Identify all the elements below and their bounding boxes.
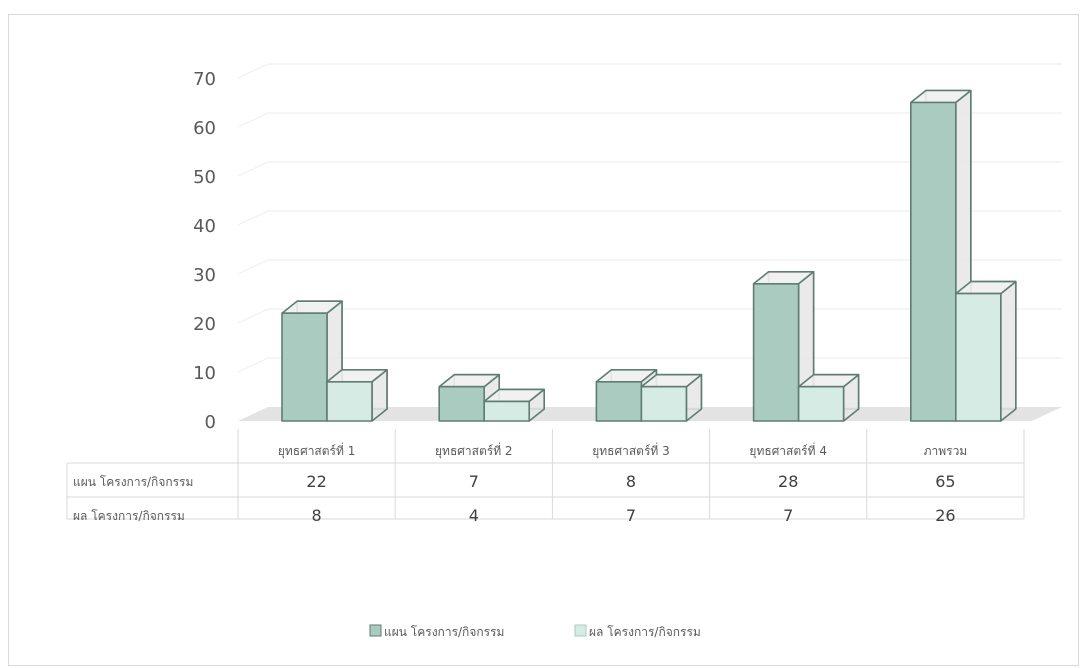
table-row-label: ผล โครงการ/กิจกรรม (73, 509, 185, 523)
table-cell: 4 (469, 506, 479, 525)
y-tick-label: 0 (205, 412, 216, 433)
table-cell: 26 (935, 506, 955, 525)
table-cell: 8 (626, 472, 636, 491)
bar-result (326, 368, 388, 422)
y-tick-label: 70 (193, 69, 216, 90)
gridline-side (237, 210, 269, 226)
gridline-side (237, 259, 269, 275)
bar-result (954, 280, 1017, 422)
y-tick-label: 10 (193, 363, 216, 384)
y-tick-label: 50 (193, 167, 216, 188)
legend-label: ผล โครงการ/กิจกรรม (589, 625, 701, 639)
table-cell: 8 (312, 506, 322, 525)
legend-swatch (574, 624, 587, 637)
y-tick-label: 20 (193, 314, 216, 335)
table-cell: 65 (935, 472, 955, 491)
table-cell: 7 (783, 506, 793, 525)
legend-swatch (369, 624, 382, 637)
gridline-side (237, 308, 269, 324)
category-label: ภาพรวม (924, 444, 968, 458)
y-tick-label: 30 (193, 265, 216, 286)
category-label: ยุทธศาสตร์ที่ 2 (435, 442, 513, 459)
category-label: ยุทธศาสตร์ที่ 4 (749, 442, 827, 459)
gridline-side (237, 357, 269, 373)
y-tick-label: 60 (193, 118, 216, 139)
table-cell: 22 (306, 472, 326, 491)
bar-result (483, 388, 546, 422)
table-cell: 7 (626, 506, 636, 525)
bar-result (797, 373, 860, 422)
bar-plan (909, 89, 972, 422)
legend-label: แผน โครงการ/กิจกรรม (384, 625, 504, 639)
chart-frame (8, 14, 1079, 666)
gridline-side (237, 112, 269, 128)
y-tick-label: 40 (193, 216, 216, 237)
gridline-side (237, 161, 269, 177)
table-row-label: แผน โครงการ/กิจกรรม (73, 475, 193, 489)
category-label: ยุทธศาสตร์ที่ 1 (278, 442, 356, 459)
table-cell: 28 (778, 472, 798, 491)
bar-result (640, 373, 703, 422)
category-label: ยุทธศาสตร์ที่ 3 (592, 442, 670, 459)
gridline-side (237, 63, 269, 79)
bar-plan (281, 300, 343, 422)
table-cell: 7 (469, 472, 479, 491)
